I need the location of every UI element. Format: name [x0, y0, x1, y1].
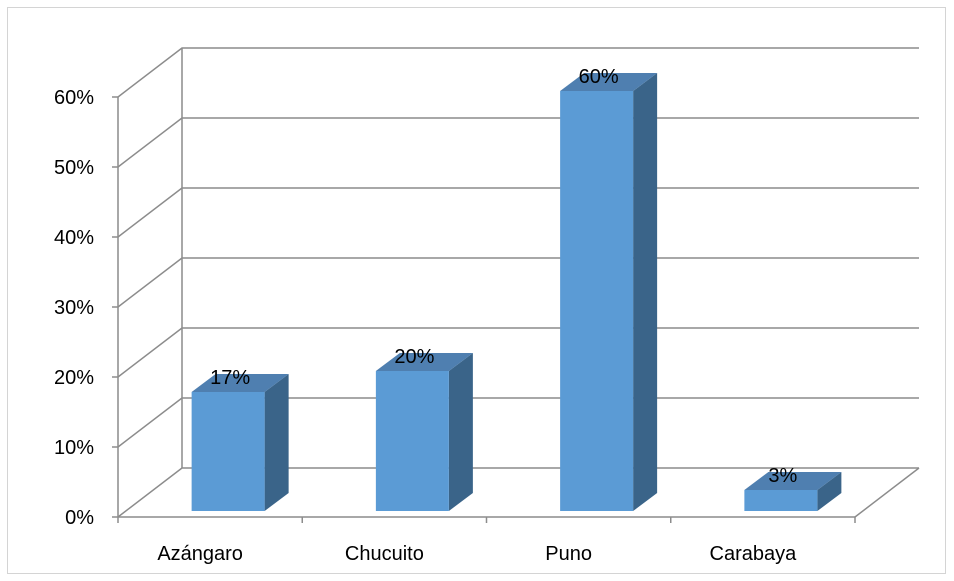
y-tick-label: 10% [54, 437, 94, 459]
category-label: Puno [545, 543, 592, 565]
axes [112, 96, 856, 523]
category-label: Carabaya [710, 543, 798, 565]
bar-3 [560, 73, 658, 511]
labels: 0% 10% 20% 30% 40% 50% 60% 17% Azángaro 20% Chucui… [54, 66, 798, 565]
y-tick-label: 0% [65, 507, 94, 529]
floor-edge [854, 467, 920, 518]
bar-top [744, 472, 842, 490]
data-label: 17% [210, 367, 250, 389]
data-label: 20% [394, 346, 434, 368]
bar-top [560, 73, 658, 91]
y-tick-label: 40% [54, 227, 94, 249]
gridline [117, 47, 919, 98]
data-label: 60% [579, 66, 619, 88]
y-tick-label: 20% [54, 367, 94, 389]
bar-top [191, 374, 289, 392]
bar-front [560, 91, 634, 511]
grid-lines [117, 47, 920, 518]
bars [191, 73, 842, 511]
bar-side [448, 353, 473, 511]
bar-side [633, 73, 658, 511]
bar-top [375, 353, 473, 371]
data-label: 3% [768, 465, 797, 487]
bar-side [264, 374, 289, 511]
y-tick-label: 30% [54, 297, 94, 319]
bar-2 [375, 353, 473, 511]
bar-1 [191, 374, 289, 511]
category-label: Chucuito [345, 543, 424, 565]
y-tick-label: 60% [54, 87, 94, 109]
bar-front [375, 371, 449, 511]
gridline [117, 187, 919, 238]
y-tick-label: 50% [54, 157, 94, 179]
category-label: Azángaro [157, 543, 243, 565]
bar-front [744, 490, 818, 511]
gridline [117, 117, 919, 168]
bar-side [817, 472, 842, 511]
bar-front [191, 392, 265, 511]
bar-4 [744, 472, 842, 511]
gridline [117, 257, 919, 308]
